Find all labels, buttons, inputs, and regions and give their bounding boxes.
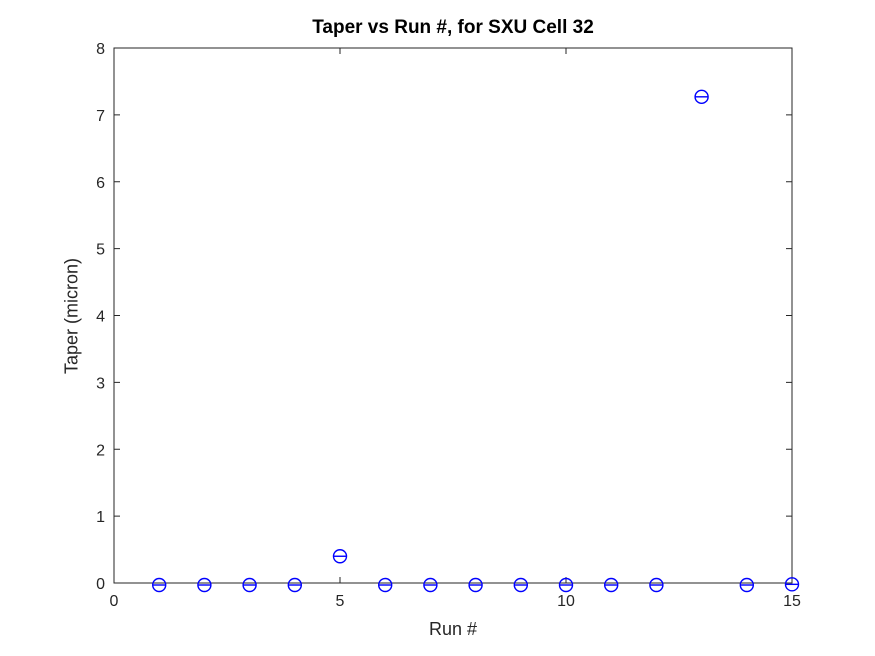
data-point-marker: [739, 577, 754, 593]
data-point-marker: [513, 577, 528, 593]
data-point-marker: [558, 577, 574, 593]
axes-box: [113, 47, 793, 584]
x-tick-label: 5: [336, 593, 345, 610]
y-tick-label: 4: [96, 309, 105, 326]
data-point-marker: [197, 577, 212, 593]
y-tick-label: 2: [96, 442, 105, 459]
data-point-marker: [287, 577, 302, 593]
x-tick-label: 10: [557, 593, 575, 610]
y-tick-label: 3: [96, 375, 105, 392]
y-tick-label: 6: [96, 175, 105, 192]
data-point-marker: [468, 577, 483, 593]
y-tick-label: 1: [96, 509, 105, 526]
x-tick-label: 15: [783, 593, 801, 610]
data-point-marker: [694, 89, 709, 105]
data-point-marker: [378, 577, 393, 593]
data-point-marker: [423, 577, 438, 593]
data-point-marker: [242, 577, 257, 593]
data-point-marker: [649, 577, 664, 593]
x-axis-label: Run #: [428, 619, 478, 639]
data-point-marker: [151, 577, 167, 593]
chart-title: Taper vs Run #, for SXU Cell 32: [312, 17, 594, 38]
data-point-marker: [784, 577, 800, 592]
data-point-marker: [604, 577, 619, 593]
y-tick-label: 7: [96, 108, 105, 125]
y-tick-label: 0: [96, 576, 105, 593]
y-tick-label: 8: [96, 41, 105, 58]
data-point-marker: [332, 549, 348, 564]
x-tick-label: 0: [110, 593, 119, 610]
y-tick-label: 5: [96, 242, 105, 259]
